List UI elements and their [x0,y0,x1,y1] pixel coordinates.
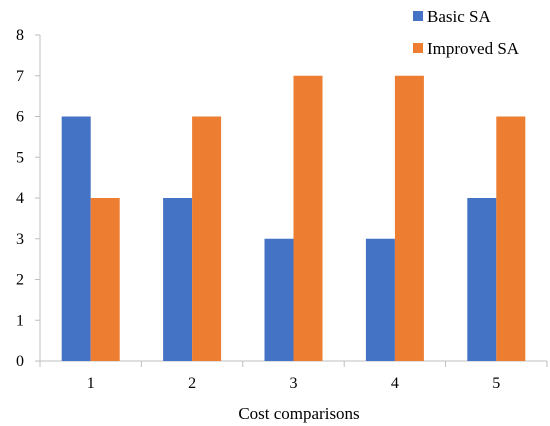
legend-label: Improved SA [427,39,520,58]
bar-basic-sa-3 [264,238,294,361]
x-tick-label: 3 [290,375,298,392]
bar-basic-sa-1 [61,116,91,361]
y-tick-label: 1 [16,312,24,329]
y-tick-label: 2 [16,272,24,289]
y-tick-label: 8 [16,27,24,44]
x-tick-label: 1 [87,375,95,392]
legend: Basic SA Improved SA [413,7,520,58]
y-axis-ticks: 0 1 2 3 4 5 6 7 8 [16,27,40,370]
bar-improved-sa-1 [90,198,120,361]
y-tick-label: 6 [16,109,24,126]
y-tick-label: 0 [16,353,24,370]
bars [61,75,526,361]
bar-improved-sa-3 [293,75,323,361]
bar-improved-sa-5 [496,116,526,361]
bar-basic-sa-4 [365,238,395,361]
x-axis-ticks: 1 2 3 4 5 [39,361,548,392]
y-tick-label: 5 [16,149,24,166]
y-tick-label: 4 [16,190,24,207]
x-axis-title: Cost comparisons [238,404,359,423]
legend-label: Basic SA [427,7,491,26]
legend-swatch [413,11,423,21]
y-tick-label: 3 [16,231,24,248]
bar-improved-sa-4 [394,75,424,361]
y-tick-label: 7 [16,68,24,85]
x-tick-label: 2 [188,375,196,392]
bar-basic-sa-2 [163,198,193,361]
bar-improved-sa-2 [192,116,222,361]
legend-swatch [413,43,423,53]
bar-basic-sa-5 [467,198,497,361]
x-tick-label: 5 [492,375,500,392]
x-tick-label: 4 [391,375,399,392]
